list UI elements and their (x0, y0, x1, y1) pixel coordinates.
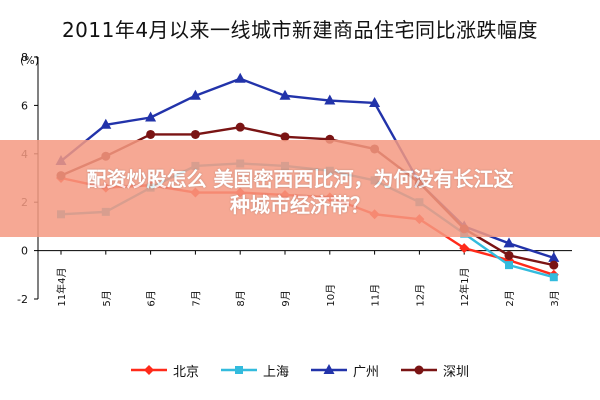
x-tick-label: 9月 (280, 290, 292, 306)
x-tick-label: 10月 (325, 284, 337, 307)
x-tick-label: 3月 (549, 290, 561, 306)
data-point-广州 (100, 118, 112, 129)
chart-title: 2011年4月以来一线城市新建商品住宅同比涨跌幅度 (61, 18, 539, 42)
y-tick-label: 0 (21, 245, 28, 258)
x-tick-label: 11月 (370, 284, 382, 307)
legend-item: 深圳 (401, 359, 469, 381)
y-tick-label: 6 (21, 99, 28, 112)
data-point-深圳 (235, 122, 245, 132)
data-point-广州 (369, 96, 381, 107)
x-tick-label: 7月 (190, 290, 202, 306)
chart-legend: 北京 上海 广州 深圳 (0, 359, 600, 381)
y-tick-label: 8 (21, 51, 28, 64)
x-tick-label: 8月 (235, 290, 247, 306)
x-tick-label: 11年4月 (55, 268, 68, 307)
legend-label: 深圳 (443, 364, 470, 380)
x-tick-label: 5月 (101, 290, 113, 306)
x-tick-label: 6月 (146, 290, 158, 306)
legend-label: 广州 (353, 364, 380, 380)
data-point-深圳 (280, 132, 290, 142)
legend-label: 北京 (172, 364, 199, 380)
legend-swatch (311, 364, 347, 374)
data-point-广州 (189, 89, 201, 100)
x-tick-label: 12年1月 (458, 268, 471, 307)
data-point-深圳 (504, 250, 514, 260)
data-point-深圳 (190, 129, 200, 139)
data-point-深圳 (549, 260, 559, 270)
data-point-广州 (324, 94, 336, 105)
legend-swatch (401, 365, 438, 375)
overlay-line-2: 种城市经济带？ (230, 193, 370, 217)
legend-item: 上海 (220, 359, 289, 381)
axes: (%)-20246811年4月5月6月7月8月9月10月11月12月12年1月2… (17, 51, 572, 307)
x-tick-label: 12月 (414, 284, 426, 307)
legend-item: 北京 (130, 359, 199, 381)
data-point-广州 (548, 251, 560, 262)
data-point-上海 (505, 261, 513, 270)
promo-overlay-text: 配资炒股怎么 美国密西西比河，为何没有长江这 种城市经济带？ (0, 166, 600, 218)
data-point-深圳 (146, 129, 156, 139)
data-point-上海 (549, 273, 558, 282)
legend-label: 上海 (262, 364, 289, 380)
legend-item: 广州 (311, 359, 379, 381)
legend-swatch (130, 365, 167, 375)
y-tick-label: -2 (17, 293, 28, 306)
promo-overlay-band: 配资炒股怎么 美国密西西比河，为何没有长江这 种城市经济带？ (0, 140, 600, 237)
legend-swatch (220, 366, 257, 374)
data-point-广州 (503, 237, 515, 248)
data-point-广州 (279, 89, 291, 100)
data-point-广州 (234, 72, 246, 83)
x-tick-label: 2月 (504, 290, 516, 306)
data-point-北京 (459, 243, 470, 254)
data-point-广州 (145, 111, 157, 122)
overlay-line-1: 配资炒股怎么 美国密西西比河，为何没有长江这 (86, 167, 514, 191)
